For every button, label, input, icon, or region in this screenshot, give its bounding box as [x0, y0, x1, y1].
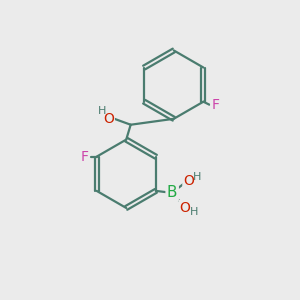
Text: O: O	[179, 201, 190, 215]
Text: H: H	[190, 207, 198, 217]
Text: F: F	[211, 98, 219, 112]
Text: H: H	[98, 106, 106, 116]
Text: H: H	[193, 172, 202, 182]
Text: O: O	[103, 112, 114, 126]
Text: B: B	[167, 185, 177, 200]
Text: F: F	[81, 150, 89, 164]
Text: O: O	[183, 174, 194, 188]
